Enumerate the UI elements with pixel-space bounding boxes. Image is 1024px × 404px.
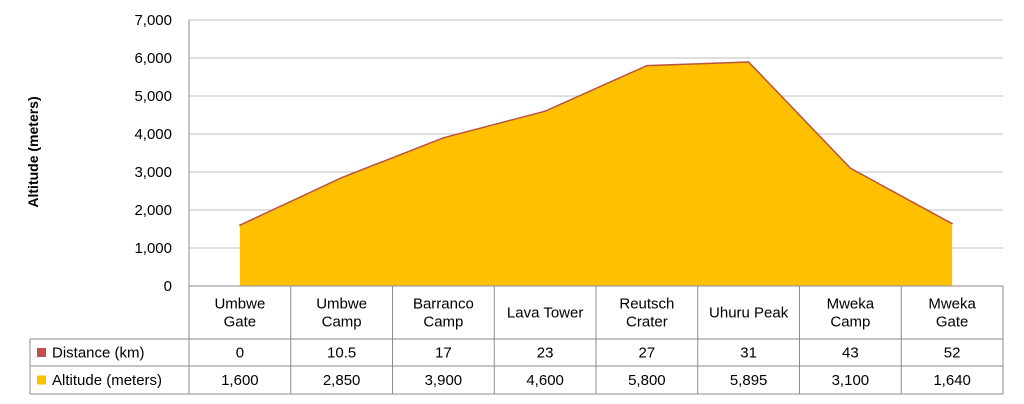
category-label: Reutsch xyxy=(619,296,674,313)
table-cell: 1,640 xyxy=(933,372,971,389)
y-tick-label: 1,000 xyxy=(134,240,172,257)
altitude-point xyxy=(747,61,750,63)
category-label: Barranco xyxy=(413,296,474,313)
table-cell: 3,100 xyxy=(832,372,870,389)
table-cell: 2,850 xyxy=(323,372,361,389)
table-cell: 1,600 xyxy=(221,372,259,389)
legend-key xyxy=(37,348,46,357)
y-tick-label: 4,000 xyxy=(134,126,172,143)
altitude-point xyxy=(544,110,546,112)
table-cell: 5,895 xyxy=(730,372,768,389)
altitude-point xyxy=(646,64,648,67)
category-label: Umbwe xyxy=(316,296,367,313)
category-label: Gate xyxy=(224,314,257,331)
legend-key xyxy=(37,375,46,385)
altitude-point xyxy=(951,222,953,225)
y-tick-label: 2,000 xyxy=(134,202,172,219)
table-cell: 10.5 xyxy=(327,345,356,362)
category-label: Crater xyxy=(626,314,668,331)
altitude-outline xyxy=(239,61,953,226)
y-axis: 0 1,000 2,000 3,000 4,000 5,000 6,000 7,000 xyxy=(134,12,190,295)
table-cell: 17 xyxy=(435,345,452,362)
altitude-point xyxy=(239,224,241,226)
y-axis-title: Altitude (meters) xyxy=(25,96,41,207)
category-label: Uhuru Peak xyxy=(709,305,789,322)
category-label: Camp xyxy=(322,314,362,331)
altitude-point xyxy=(442,137,445,139)
category-label: Gate xyxy=(936,314,969,331)
table-cell: 31 xyxy=(740,345,757,362)
table-cell: 52 xyxy=(944,345,961,362)
y-tick-label: 6,000 xyxy=(134,50,172,67)
y-tick-label: 7,000 xyxy=(134,12,172,29)
category-label: Umbwe xyxy=(214,296,265,313)
table-cell: 43 xyxy=(842,345,859,362)
series-name: Distance (km) xyxy=(52,345,145,362)
table-cell: 27 xyxy=(639,345,656,362)
category-label: Mweka xyxy=(827,296,875,313)
y-tick-label: 5,000 xyxy=(134,88,172,105)
plot-area xyxy=(239,61,953,286)
table-cell: 4,600 xyxy=(526,372,564,389)
table-cell: 3,900 xyxy=(425,372,463,389)
table-cell: 0 xyxy=(236,345,244,362)
category-label: Lava Tower xyxy=(507,305,583,322)
table-cell: 23 xyxy=(537,345,554,362)
series-name: Altitude (meters) xyxy=(52,372,162,389)
category-label: Camp xyxy=(423,314,463,331)
altitude-area xyxy=(239,61,953,286)
table-cell: 5,800 xyxy=(628,372,666,389)
category-label: Mweka xyxy=(928,296,976,313)
altitude-point xyxy=(849,167,852,169)
altitude-point xyxy=(340,176,343,179)
category-label: Camp xyxy=(830,314,870,331)
y-tick-label: 3,000 xyxy=(134,164,172,181)
y-tick-label: 0 xyxy=(164,278,172,295)
